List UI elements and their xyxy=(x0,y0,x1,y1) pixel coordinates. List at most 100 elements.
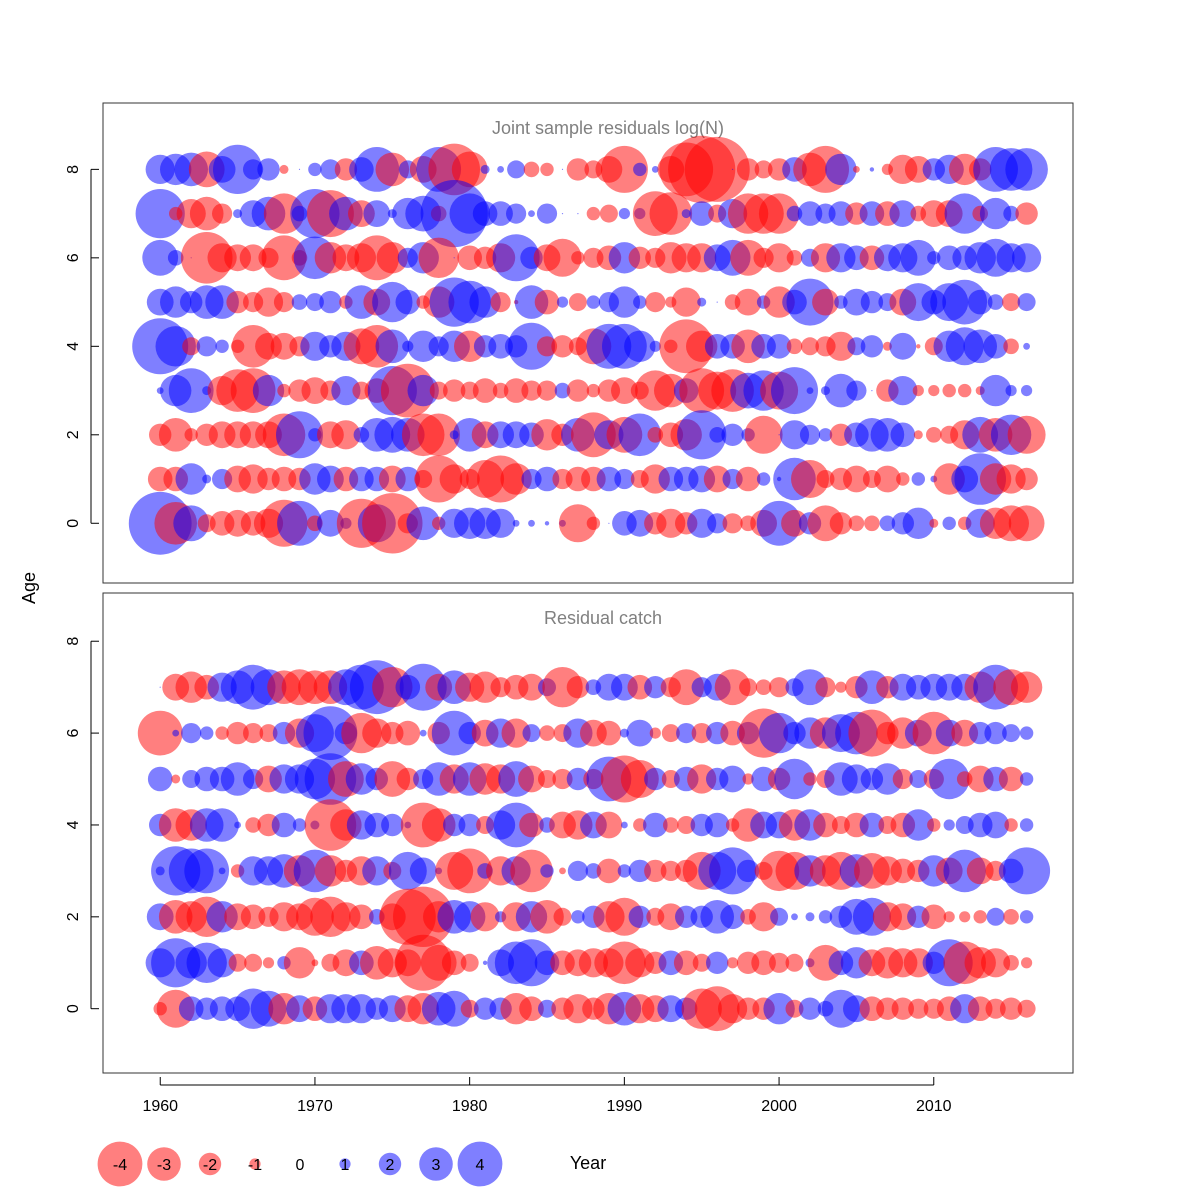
bubble-age-6-year-1992 xyxy=(649,727,661,739)
bubble-age-2-year-1961 xyxy=(158,418,193,452)
bubble-age-8-year-1969 xyxy=(298,168,301,170)
bubble-age-3-year-1985 xyxy=(540,864,554,878)
legend-bubble xyxy=(147,1147,181,1181)
bubble-age-3-year-1980 xyxy=(447,848,493,894)
bubble-age-1-year-1998 xyxy=(735,466,761,492)
bubble-age-3-year-1989 xyxy=(596,858,622,884)
bubble-age-3-year-1981 xyxy=(472,378,498,403)
bubble-age-1-year-1967 xyxy=(262,957,275,969)
bubble-age-3-year-1987 xyxy=(567,860,589,882)
bubble-size-legend: -4 -3 -2 -1 0 1 2 3 4 xyxy=(97,1141,503,1187)
bubble-age-2-year-1994 xyxy=(675,905,698,928)
bubble-age-4-year-2015 xyxy=(1004,818,1018,832)
bubble-age-5-year-2007 xyxy=(871,763,904,795)
bubble-age-1-year-1984 xyxy=(508,939,555,987)
bubble-age-4-year-1977 xyxy=(407,330,439,362)
bubble-age-6-year-2006 xyxy=(848,709,896,757)
bubble-age-2-year-1999 xyxy=(744,415,783,454)
bubble-age-5-year-1982 xyxy=(490,292,511,313)
bubble-age-4-year-1965 xyxy=(234,821,242,829)
bubble-age-2-year-1981 xyxy=(470,902,500,932)
bubble-age-7-year-1988 xyxy=(586,206,601,221)
bubble-age-4-year-2009 xyxy=(902,809,934,841)
bubble-age-7-year-1992 xyxy=(644,676,667,699)
bubble-age-2-year-1972 xyxy=(331,420,361,450)
bubble-age-7-year-2002 xyxy=(792,669,828,706)
legend-label: 2 xyxy=(386,1157,395,1174)
bubble-age-6-year-2001 xyxy=(786,249,803,266)
y-tick-label: 6 xyxy=(65,253,82,262)
bubble-age-6-year-2014 xyxy=(984,721,1007,745)
bubble-age-0-year-2016 xyxy=(1017,999,1036,1018)
bubble-age-4-year-1979 xyxy=(443,813,466,837)
bubble-age-3-year-1992 xyxy=(644,859,667,883)
bubble-age-0-year-1996 xyxy=(707,513,728,534)
bubble-age-5-year-2003 xyxy=(812,288,839,316)
bubble-age-7-year-1994 xyxy=(681,209,691,219)
bubble-age-0-year-1989 xyxy=(608,522,610,524)
bubble-age-0-year-2006 xyxy=(864,515,880,532)
bubble-age-3-year-1972 xyxy=(331,376,361,406)
bubble-age-5-year-1965 xyxy=(226,290,249,314)
bubble-age-0-year-2004 xyxy=(829,512,853,535)
bubble-age-5-year-1995 xyxy=(697,297,707,307)
bubble-age-0-year-1985 xyxy=(538,999,556,1018)
bubble-age-1-year-1976 xyxy=(395,466,421,492)
bubble-age-1-year-2009 xyxy=(911,472,925,486)
bubble-age-7-year-1965 xyxy=(233,209,243,219)
bubble-age-6-year-1967 xyxy=(259,724,278,743)
legend-label: -2 xyxy=(203,1157,217,1174)
bubble-age-2-year-2012 xyxy=(959,911,971,923)
bubble-age-1-year-2015 xyxy=(1003,955,1019,971)
bubble-age-6-year-1983 xyxy=(501,718,531,748)
bubble-age-4-year-1968 xyxy=(270,332,298,360)
bubble-age-2-year-2000 xyxy=(770,907,789,926)
bubble-age-6-year-1963 xyxy=(200,726,214,740)
bubble-age-1-year-2014 xyxy=(981,948,1011,978)
bubble-age-7-year-2012 xyxy=(944,193,985,234)
bubble-age-1-year-1997 xyxy=(727,957,739,969)
bubble-age-2-year-1962 xyxy=(184,428,198,442)
bubble-age-4-year-1969 xyxy=(292,818,307,832)
bubble-age-5-year-1998 xyxy=(742,773,754,785)
bubble-age-3-year-1984 xyxy=(521,380,542,401)
bubble-age-7-year-2000 xyxy=(769,677,790,698)
legend-bubble xyxy=(378,1152,402,1176)
bubble-age-1-year-1965 xyxy=(228,953,247,972)
bubble-age-8-year-1985 xyxy=(540,162,554,177)
bubble-age-4-year-2015 xyxy=(1003,338,1019,355)
bubble-age-2-year-2008 xyxy=(890,422,916,448)
bubble-age-4-year-2014 xyxy=(983,334,1008,359)
bubble-age-0-year-2010 xyxy=(929,518,939,528)
bubble-age-6-year-1991 xyxy=(626,719,654,747)
bubble-age-0-year-1997 xyxy=(722,513,743,534)
bubble-age-5-year-2008 xyxy=(892,768,913,790)
bubble-age-0-year-1984 xyxy=(519,996,544,1021)
bubble-age-7-year-1986 xyxy=(542,667,583,708)
bubble-age-5-year-1990 xyxy=(608,286,641,318)
bubble-age-5-year-1991 xyxy=(620,760,659,798)
bubble-age-6-year-2013 xyxy=(969,721,992,745)
bubble-age-6-year-1991 xyxy=(628,246,651,269)
bubble-age-6-year-2015 xyxy=(1002,724,1021,743)
bubble-age-4-year-1964 xyxy=(215,339,229,353)
bubble-age-3-year-1986 xyxy=(559,867,566,875)
bubble-age-7-year-1987 xyxy=(566,676,590,699)
bubble-age-4-year-2002 xyxy=(801,337,819,356)
bubble-age-0-year-1981 xyxy=(473,997,497,1020)
bubble-age-3-year-1963 xyxy=(184,848,230,894)
bubble-age-5-year-1987 xyxy=(568,293,587,312)
bubble-age-7-year-1995 xyxy=(689,201,714,226)
bubble-age-0-year-1971 xyxy=(317,509,344,537)
bubble-age-3-year-1964 xyxy=(218,867,226,875)
bubble-age-4-year-2016 xyxy=(1019,818,1034,832)
panel-title: Residual catch xyxy=(544,608,662,628)
bubble-age-6-year-1979 xyxy=(431,710,477,756)
bubble-age-6-year-1979 xyxy=(453,257,455,259)
bubble-age-6-year-1985 xyxy=(539,725,555,741)
bubble-layer xyxy=(137,660,1051,1032)
bubble-age-5-year-1960 xyxy=(147,766,173,792)
bubble-age-3-year-1991 xyxy=(628,859,651,883)
y-tick-label: 6 xyxy=(65,729,82,738)
